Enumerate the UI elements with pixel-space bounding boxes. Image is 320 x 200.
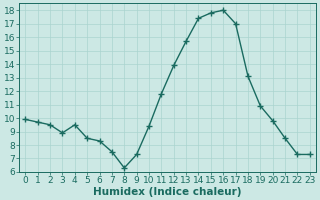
X-axis label: Humidex (Indice chaleur): Humidex (Indice chaleur) xyxy=(93,187,242,197)
